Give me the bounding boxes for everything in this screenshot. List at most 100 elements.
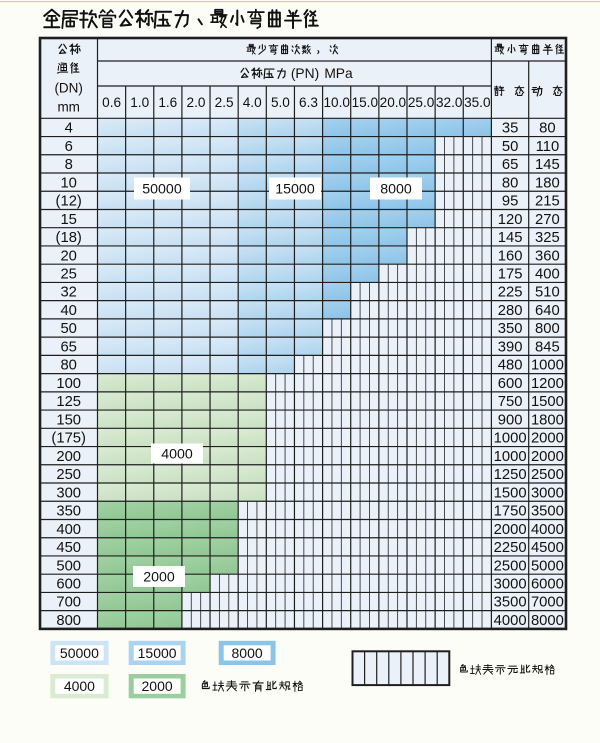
- svg-text:5.0: 5.0: [271, 95, 290, 110]
- svg-text:7000: 7000: [531, 595, 564, 611]
- svg-text:110: 110: [536, 139, 560, 155]
- svg-text:1200: 1200: [531, 376, 564, 392]
- svg-text:480: 480: [498, 358, 523, 374]
- svg-text:3500: 3500: [494, 595, 527, 611]
- svg-text:10: 10: [60, 175, 76, 191]
- svg-text:325: 325: [535, 230, 560, 246]
- svg-text:8000: 8000: [531, 613, 564, 629]
- svg-text:150: 150: [56, 412, 81, 428]
- svg-text:20.0: 20.0: [380, 95, 407, 110]
- svg-text:700: 700: [56, 595, 81, 611]
- svg-text:25.0: 25.0: [408, 95, 435, 110]
- svg-text:2000: 2000: [142, 678, 173, 694]
- svg-text:270: 270: [535, 212, 560, 228]
- svg-text:450: 450: [56, 540, 81, 556]
- svg-text:1250: 1250: [494, 467, 527, 483]
- svg-text:3000: 3000: [531, 485, 564, 501]
- svg-text:280: 280: [498, 303, 523, 319]
- svg-text:1500: 1500: [494, 485, 527, 501]
- svg-text:2000: 2000: [143, 570, 175, 586]
- svg-text:300: 300: [56, 485, 81, 501]
- svg-text:360: 360: [535, 248, 560, 264]
- svg-text:2250: 2250: [494, 540, 527, 556]
- svg-text:5000: 5000: [531, 558, 564, 574]
- svg-text:(PN): (PN): [291, 66, 319, 81]
- svg-text:3500: 3500: [531, 504, 564, 520]
- svg-text:1000: 1000: [494, 431, 527, 447]
- svg-text:145: 145: [535, 157, 560, 173]
- svg-text:mm: mm: [57, 100, 80, 115]
- svg-text:1000: 1000: [494, 449, 527, 465]
- svg-text:(175): (175): [51, 431, 86, 447]
- svg-text:845: 845: [535, 339, 560, 355]
- svg-text:1750: 1750: [494, 504, 527, 520]
- svg-text:50: 50: [60, 321, 76, 337]
- svg-text:(DN): (DN): [54, 80, 83, 95]
- svg-text:50000: 50000: [142, 182, 182, 198]
- svg-text:125: 125: [56, 394, 81, 410]
- svg-text:4000: 4000: [494, 613, 527, 629]
- svg-text:15: 15: [60, 212, 76, 228]
- svg-text:32: 32: [60, 285, 76, 301]
- svg-text:350: 350: [498, 321, 523, 337]
- svg-text:25: 25: [60, 267, 76, 283]
- svg-text:215: 215: [535, 194, 560, 210]
- svg-text:15000: 15000: [275, 182, 315, 198]
- svg-text:145: 145: [498, 230, 523, 246]
- svg-text:120: 120: [498, 212, 523, 228]
- svg-text:160: 160: [498, 248, 523, 264]
- svg-text:80: 80: [502, 175, 518, 191]
- svg-text:10.0: 10.0: [323, 95, 350, 110]
- svg-text:35.0: 35.0: [464, 95, 491, 110]
- svg-text:2000: 2000: [531, 431, 564, 447]
- svg-text:180: 180: [535, 175, 560, 191]
- svg-text:225: 225: [498, 285, 523, 301]
- svg-text:4000: 4000: [64, 678, 95, 694]
- svg-text:1500: 1500: [531, 394, 564, 410]
- svg-text:MPa: MPa: [324, 66, 353, 81]
- svg-text:50000: 50000: [60, 645, 99, 661]
- svg-text:8: 8: [65, 157, 73, 173]
- svg-text:4000: 4000: [531, 522, 564, 538]
- svg-text:50: 50: [502, 139, 518, 155]
- svg-text:2000: 2000: [531, 449, 564, 465]
- svg-text:65: 65: [60, 339, 76, 355]
- svg-text:2.5: 2.5: [215, 95, 234, 110]
- svg-text:1.0: 1.0: [130, 95, 149, 110]
- svg-text:600: 600: [56, 577, 81, 593]
- svg-text:350: 350: [56, 504, 81, 520]
- svg-text:15.0: 15.0: [352, 95, 379, 110]
- svg-text:32.0: 32.0: [436, 95, 463, 110]
- svg-text:640: 640: [535, 303, 560, 319]
- svg-text:250: 250: [56, 467, 81, 483]
- svg-text:1.6: 1.6: [158, 95, 177, 110]
- svg-text:35: 35: [502, 121, 518, 137]
- svg-text:2500: 2500: [494, 558, 527, 574]
- svg-text:8000: 8000: [232, 645, 263, 661]
- svg-text:1800: 1800: [531, 412, 564, 428]
- svg-text:400: 400: [56, 522, 81, 538]
- svg-text:4.0: 4.0: [243, 95, 262, 110]
- svg-text:175: 175: [498, 267, 523, 283]
- svg-text:4000: 4000: [161, 447, 193, 463]
- svg-text:0.6: 0.6: [102, 95, 121, 110]
- svg-text:2000: 2000: [494, 522, 527, 538]
- svg-text:1000: 1000: [531, 358, 564, 374]
- svg-text:4500: 4500: [531, 540, 564, 556]
- svg-text:510: 510: [535, 285, 560, 301]
- svg-text:8000: 8000: [380, 182, 412, 198]
- svg-text:400: 400: [535, 267, 560, 283]
- svg-text:900: 900: [498, 412, 523, 428]
- svg-text:750: 750: [498, 394, 523, 410]
- svg-text:4: 4: [65, 121, 73, 137]
- svg-text:3000: 3000: [494, 577, 527, 593]
- svg-text:200: 200: [56, 449, 81, 465]
- svg-text:20: 20: [60, 248, 76, 264]
- svg-text:(18): (18): [56, 230, 82, 246]
- svg-text:95: 95: [502, 194, 518, 210]
- svg-text:80: 80: [539, 121, 555, 137]
- svg-text:2.0: 2.0: [187, 95, 206, 110]
- svg-text:65: 65: [502, 157, 518, 173]
- svg-text:40: 40: [60, 303, 76, 319]
- svg-text:100: 100: [56, 376, 81, 392]
